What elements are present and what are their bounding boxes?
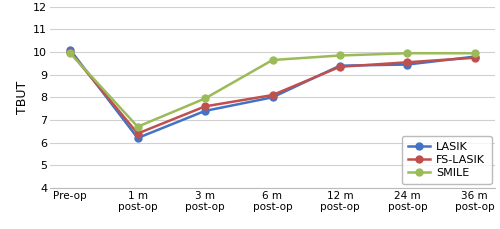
Line: SMILE: SMILE <box>67 50 478 130</box>
Legend: LASIK, FS-LASIK, SMILE: LASIK, FS-LASIK, SMILE <box>402 136 492 184</box>
SMILE <box>134 125 140 128</box>
LASIK <box>67 49 73 51</box>
FS-LASIK <box>270 94 276 96</box>
Y-axis label: TBUT: TBUT <box>16 81 29 114</box>
SMILE <box>404 52 410 55</box>
FS-LASIK <box>67 51 73 53</box>
LASIK <box>337 64 343 67</box>
FS-LASIK <box>472 56 478 59</box>
SMILE <box>337 54 343 57</box>
FS-LASIK <box>337 65 343 68</box>
SMILE <box>270 59 276 61</box>
LASIK <box>472 55 478 58</box>
Line: FS-LASIK: FS-LASIK <box>67 49 478 137</box>
FS-LASIK <box>404 61 410 64</box>
LASIK <box>270 96 276 99</box>
FS-LASIK <box>134 132 140 135</box>
FS-LASIK <box>202 105 208 108</box>
SMILE <box>67 52 73 55</box>
LASIK <box>134 137 140 139</box>
SMILE <box>472 52 478 55</box>
LASIK <box>404 63 410 66</box>
Line: LASIK: LASIK <box>67 46 478 142</box>
LASIK <box>202 109 208 112</box>
SMILE <box>202 97 208 100</box>
